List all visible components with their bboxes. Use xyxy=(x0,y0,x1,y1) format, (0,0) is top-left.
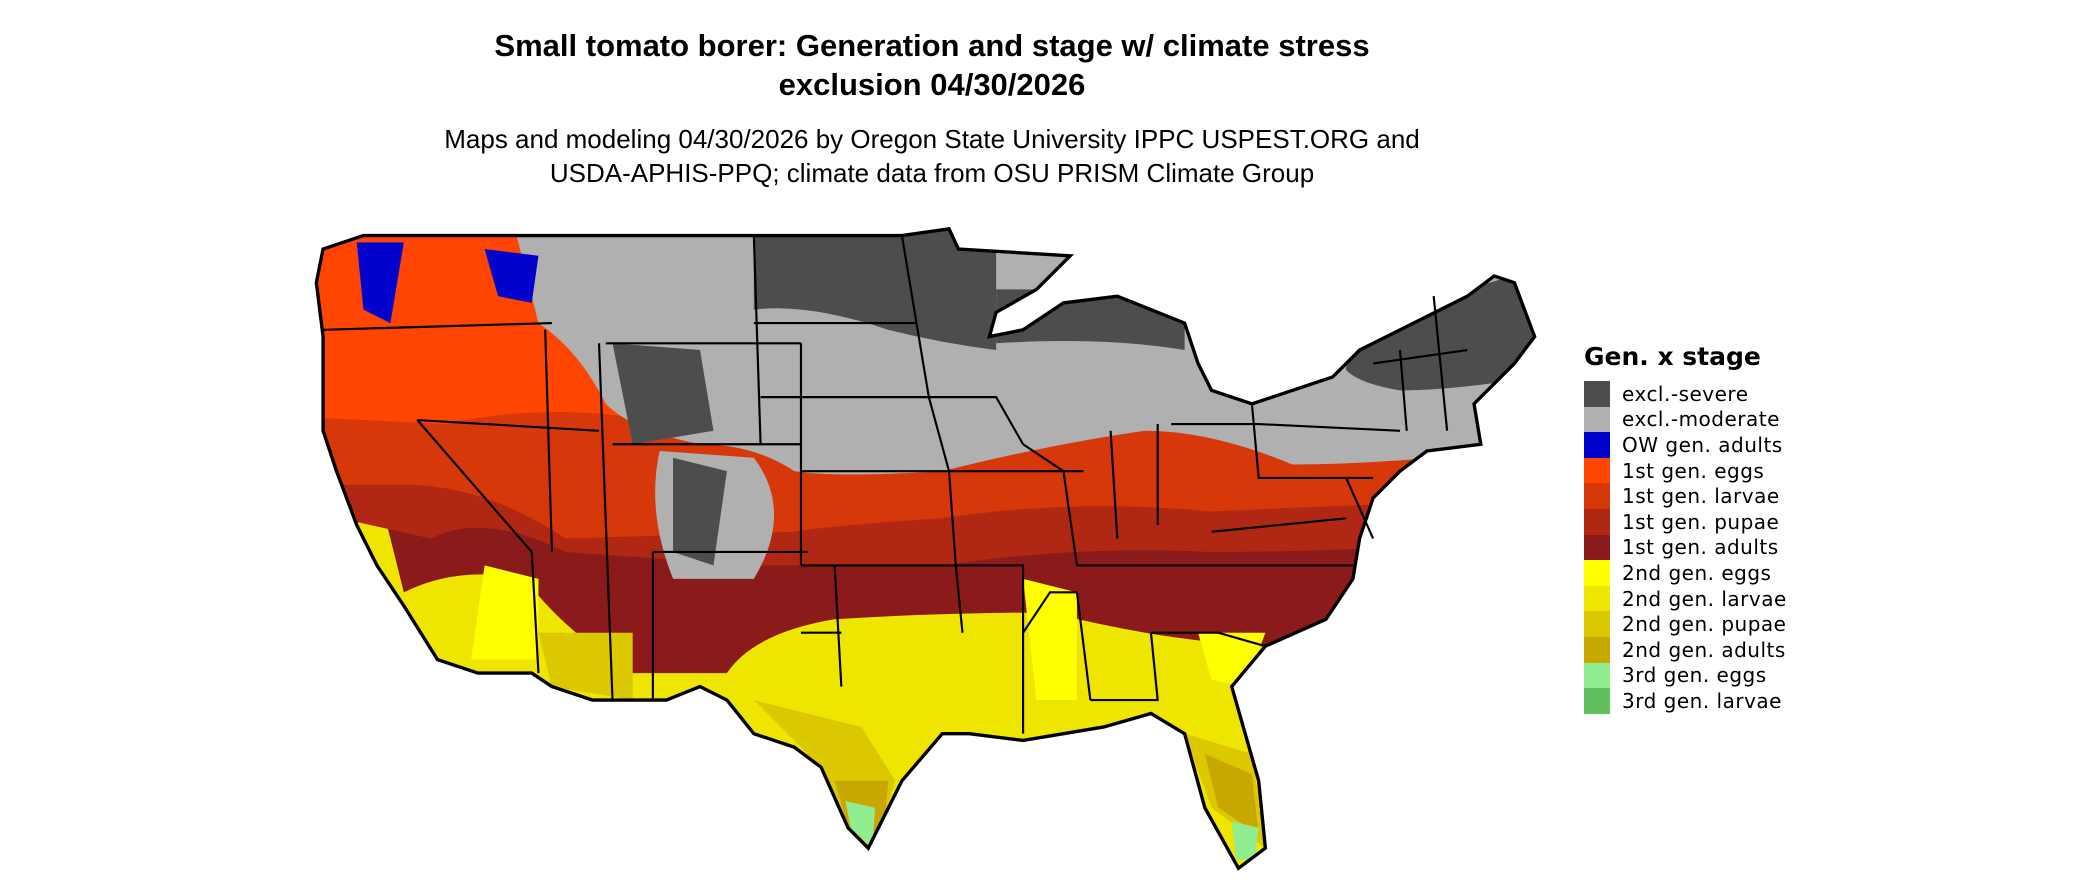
title-line-1: Small tomato borer: Generation and stage… xyxy=(494,28,1370,63)
legend-label: 1st gen. larvae xyxy=(1622,484,1780,509)
legend-label: 3rd gen. larvae xyxy=(1622,688,1782,713)
legend-swatch xyxy=(1584,560,1610,586)
legend-label: OW gen. adults xyxy=(1622,432,1783,457)
region-excl-severe-north xyxy=(753,228,997,351)
legend-swatch xyxy=(1584,636,1610,663)
legend-item: 3rd gen. eggs xyxy=(1584,662,1787,689)
legend-label: excl.-severe xyxy=(1622,381,1749,406)
legend-swatch xyxy=(1584,381,1610,407)
legend-item: excl.-moderate xyxy=(1584,406,1787,433)
legend-item: 2nd gen. eggs xyxy=(1584,560,1787,586)
legend-label: 2nd gen. larvae xyxy=(1622,586,1787,611)
legend-label: 1st gen. eggs xyxy=(1622,458,1765,483)
legend-swatch xyxy=(1584,585,1610,612)
subtitle-line-1: Maps and modeling 04/30/2026 by Oregon S… xyxy=(444,124,1420,154)
title-line-2: exclusion 04/30/2026 xyxy=(778,67,1086,102)
legend-swatch xyxy=(1584,432,1610,458)
legend-item: 1st gen. eggs xyxy=(1584,457,1787,484)
chart-subtitle: Maps and modeling 04/30/2026 by Oregon S… xyxy=(0,122,1864,190)
region-2nd-eggs xyxy=(471,565,1266,701)
legend-item: 1st gen. larvae xyxy=(1584,483,1787,509)
region-3rd-eggs xyxy=(845,800,1259,862)
legend-swatch xyxy=(1584,662,1610,689)
region-ow-adults xyxy=(356,242,539,324)
legend-swatch xyxy=(1584,457,1610,484)
legend-label: 2nd gen. eggs xyxy=(1622,560,1772,585)
legend-item: 2nd gen. adults xyxy=(1584,636,1787,663)
legend-item: 2nd gen. larvae xyxy=(1584,585,1787,612)
legend-item: 3rd gen. larvae xyxy=(1584,688,1787,714)
legend-items: excl.-severe excl.-moderate OW gen. adults… xyxy=(1584,381,1787,714)
legend-swatch xyxy=(1584,688,1610,714)
legend-item: excl.-severe xyxy=(1584,381,1787,407)
legend-label: 1st gen. pupae xyxy=(1622,509,1780,534)
legend-swatch xyxy=(1584,534,1610,561)
legend-item: 1st gen. pupae xyxy=(1584,508,1787,535)
state-borders xyxy=(323,235,1468,734)
legend-title: Gen. x stage xyxy=(1584,342,1761,371)
legend-swatch xyxy=(1584,483,1610,509)
legend-label: 1st gen. adults xyxy=(1622,535,1779,560)
chart-title: Small tomato borer: Generation and stage… xyxy=(0,26,1864,104)
legend-label: 2nd gen. pupae xyxy=(1622,612,1787,637)
legend: Gen. x stage excl.-severe excl.-moderate O… xyxy=(1584,342,1787,714)
legend-swatch xyxy=(1584,611,1610,637)
subtitle-line-2: USDA-APHIS-PPQ; climate data from OSU PR… xyxy=(549,158,1315,188)
legend-item: 1st gen. adults xyxy=(1584,534,1787,561)
region-excl-severe-co xyxy=(673,457,727,566)
legend-label: excl.-moderate xyxy=(1622,407,1780,432)
legend-label: 2nd gen. adults xyxy=(1622,637,1786,662)
legend-swatch xyxy=(1584,406,1610,433)
legend-item: OW gen. adults xyxy=(1584,432,1787,458)
legend-label: 3rd gen. eggs xyxy=(1622,663,1767,688)
legend-swatch xyxy=(1584,508,1610,535)
legend-item: 2nd gen. pupae xyxy=(1584,611,1787,637)
region-excl-severe-rockies xyxy=(612,343,714,445)
